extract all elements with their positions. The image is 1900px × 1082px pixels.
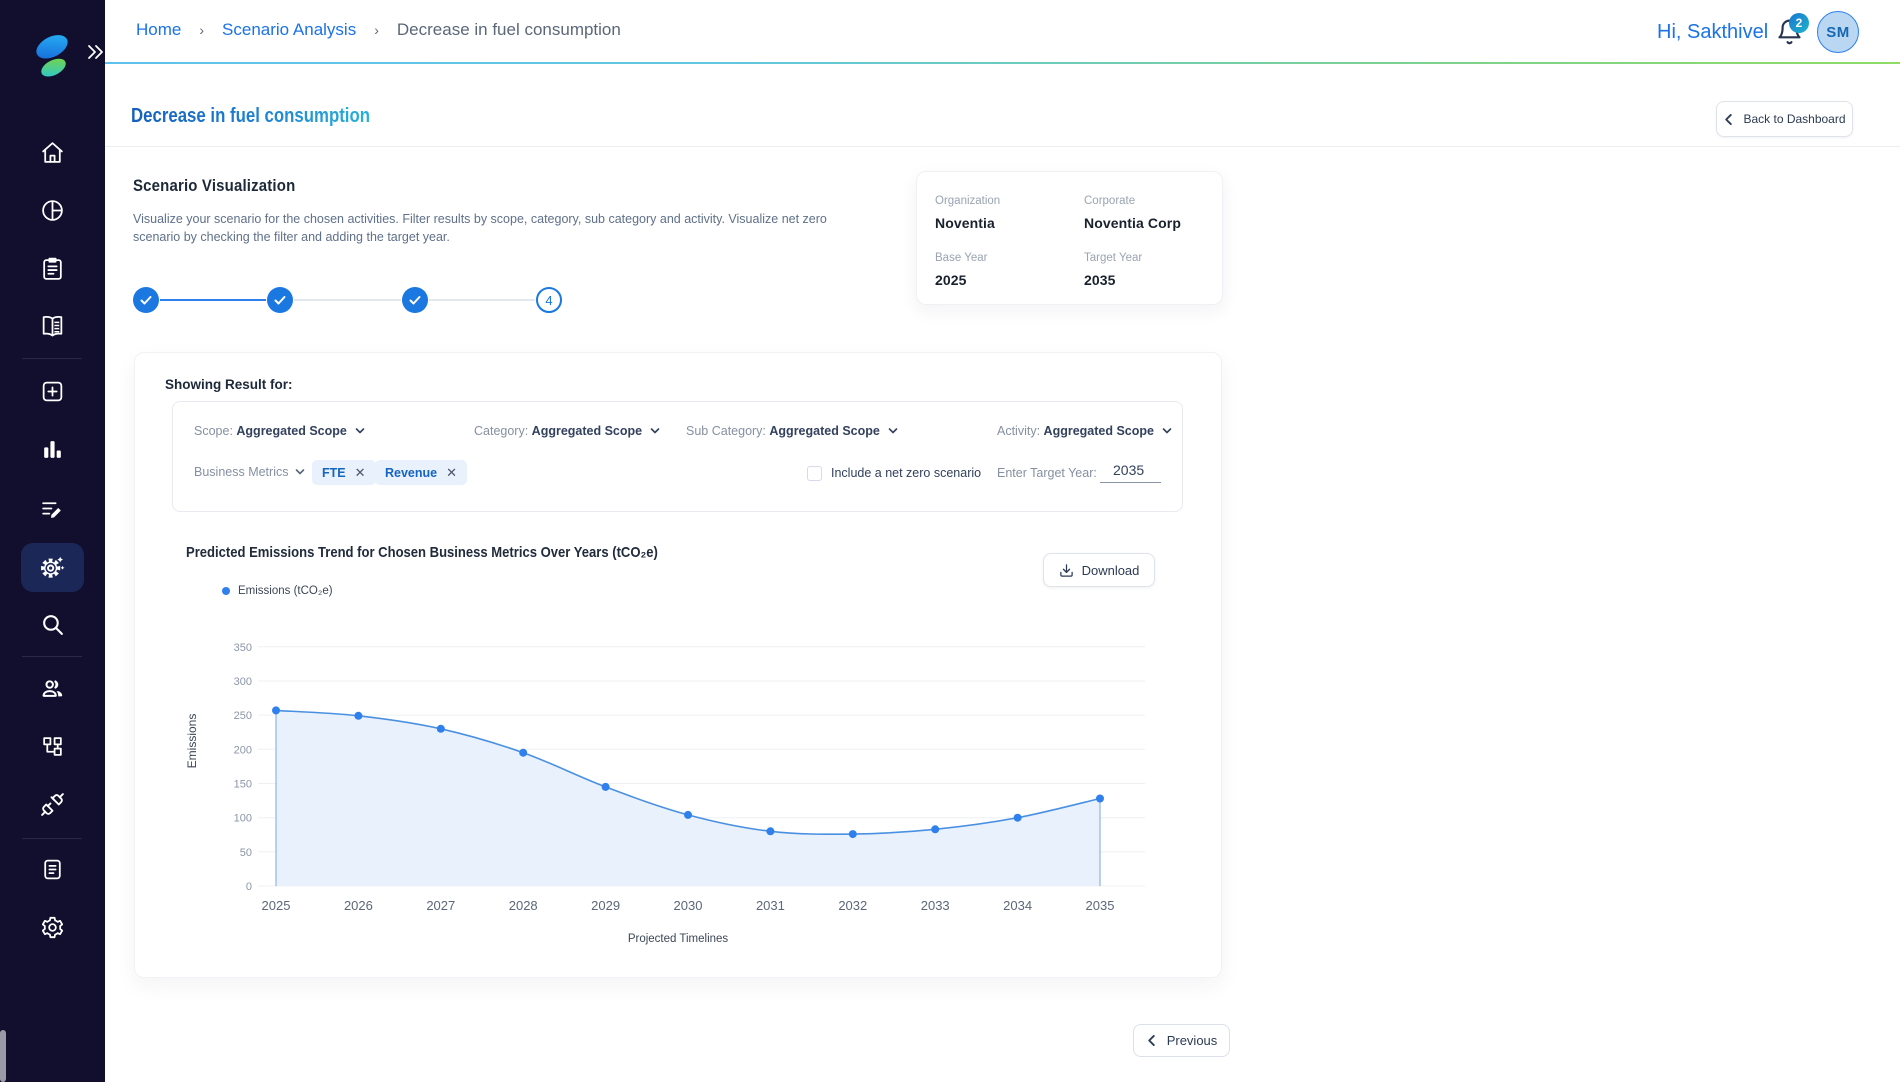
svg-text:2025: 2025	[262, 898, 291, 913]
svg-text:300: 300	[234, 676, 252, 688]
svg-text:200: 200	[234, 744, 252, 756]
svg-text:2035: 2035	[1086, 898, 1115, 913]
svg-text:2027: 2027	[426, 898, 455, 913]
svg-text:2032: 2032	[838, 898, 867, 913]
svg-text:2028: 2028	[509, 898, 538, 913]
svg-text:2030: 2030	[674, 898, 703, 913]
svg-text:Emissions: Emissions	[185, 714, 199, 769]
svg-text:0: 0	[246, 881, 252, 893]
svg-text:2034: 2034	[1003, 898, 1032, 913]
svg-text:2031: 2031	[756, 898, 785, 913]
svg-text:100: 100	[234, 813, 252, 825]
svg-text:50: 50	[240, 847, 252, 859]
svg-text:2029: 2029	[591, 898, 620, 913]
svg-text:2033: 2033	[921, 898, 950, 913]
svg-text:150: 150	[234, 779, 252, 791]
svg-text:250: 250	[234, 710, 252, 722]
svg-text:350: 350	[234, 642, 252, 654]
svg-text:Projected Timelines: Projected Timelines	[628, 933, 729, 945]
svg-text:2026: 2026	[344, 898, 373, 913]
